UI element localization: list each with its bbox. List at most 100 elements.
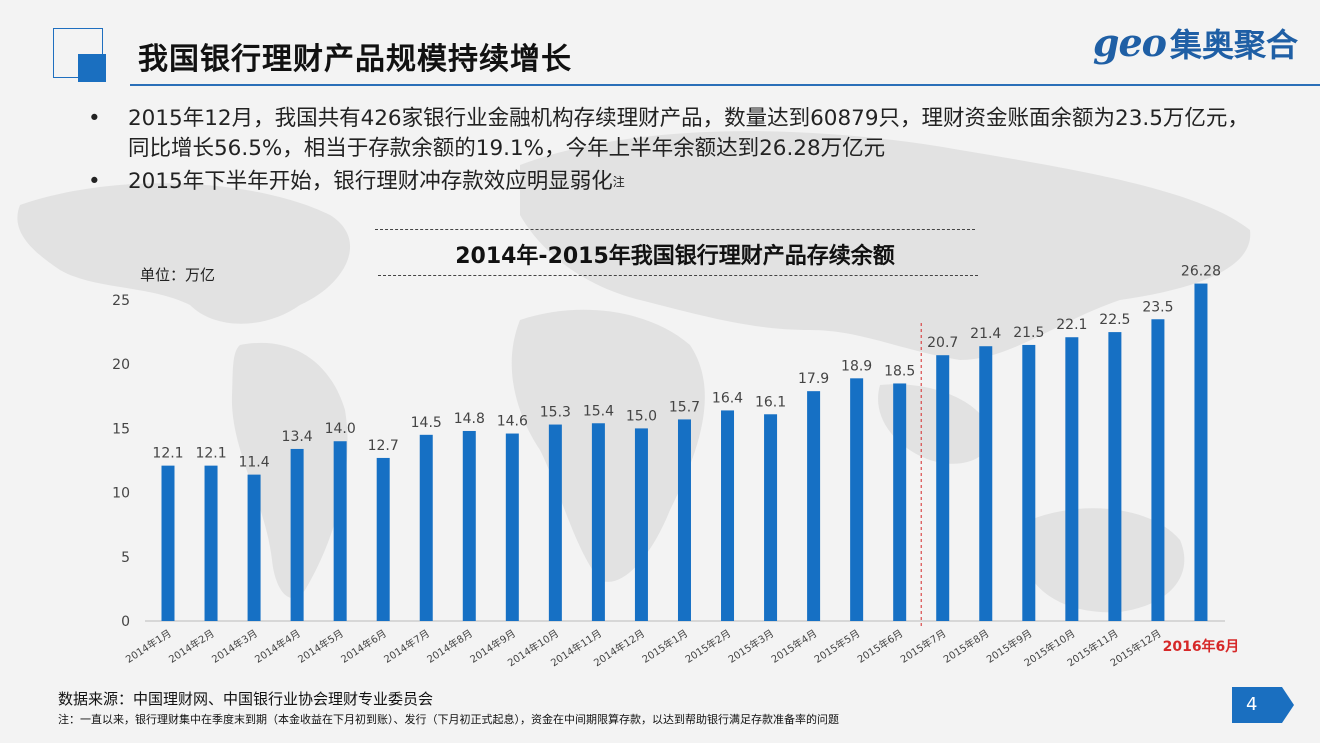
value-label: 16.1 (755, 394, 786, 410)
bar (376, 457, 390, 621)
value-label: 26.28 (1181, 264, 1221, 280)
value-label: 15.7 (669, 399, 700, 415)
value-labels: 12.1 12.1 11.4 13.4 14.0 12.7 14.5 14.8 14.6 15.3… (152, 264, 1221, 471)
x-tick-label: 2015年3月 (726, 627, 777, 666)
value-label: 18.5 (884, 363, 915, 379)
value-label: 14.6 (497, 414, 528, 430)
footnote-marker: 注 (612, 175, 625, 189)
y-tick-label: 5 (121, 550, 130, 566)
bar-series (161, 283, 1208, 628)
chart-unit-label: 单位：万亿 (140, 266, 216, 284)
y-tick-label: 0 (121, 614, 130, 630)
bar (1151, 319, 1165, 621)
x-tick-label: 2015年7月 (898, 627, 949, 666)
x-tick-label: 2016年6月 (1163, 638, 1240, 655)
value-label: 14.8 (454, 411, 485, 427)
x-tick-label: 2014年3月 (209, 627, 260, 666)
x-axis-labels: 2014年1月2014年2月2014年3月2014年4月2014年5月2014年… (123, 627, 1239, 670)
value-label: 12.7 (368, 438, 399, 454)
footnote: 注：一直以来，银行理财集中在季度末到期（本金收益在下月初到账）、发行（下月初正式… (58, 713, 839, 726)
bar (1065, 337, 1079, 621)
value-label: 20.7 (927, 335, 958, 351)
bar (979, 346, 993, 621)
x-tick-label: 2015年6月 (855, 627, 906, 666)
bar (462, 430, 476, 621)
x-tick-label: 2015年5月 (812, 627, 863, 666)
bar (764, 414, 778, 621)
bullet-marker: • (88, 169, 101, 194)
data-source: 数据来源：中国理财网、中国银行业协会理财专业委员会 (58, 690, 434, 708)
y-tick-label: 10 (112, 486, 130, 502)
value-label: 21.4 (970, 326, 1001, 342)
value-label: 15.4 (583, 403, 614, 419)
bar (591, 423, 605, 621)
logo-latin: geo (1092, 20, 1167, 65)
bar (290, 448, 304, 621)
x-tick-label: 2015年8月 (941, 627, 992, 666)
chart-title-rule-bottom (378, 275, 978, 276)
bar (1194, 283, 1208, 621)
x-tick-label: 2014年2月 (166, 627, 217, 666)
value-label: 11.4 (238, 455, 269, 471)
bar (634, 428, 648, 621)
bar (1022, 344, 1036, 621)
header-decor-square (78, 54, 106, 82)
page-badge (1232, 687, 1294, 723)
bar (677, 419, 691, 621)
value-label: 23.5 (1142, 299, 1173, 315)
bar (333, 441, 347, 621)
value-label: 15.0 (626, 408, 657, 424)
y-tick-label: 25 (112, 293, 130, 309)
chart-title-rule-top (375, 229, 975, 230)
logo-chinese: 集奥聚合 (1169, 26, 1298, 64)
value-label: 14.5 (411, 415, 442, 431)
y-tick-label: 20 (112, 357, 130, 373)
value-label: 12.1 (195, 446, 226, 462)
bar (204, 465, 218, 621)
value-label: 22.1 (1056, 317, 1087, 333)
value-label: 13.4 (282, 429, 313, 445)
value-label: 18.9 (841, 358, 872, 374)
value-label: 12.1 (152, 446, 183, 462)
x-tick-label: 2014年8月 (424, 627, 475, 666)
page-number: 4 (1246, 694, 1258, 715)
bullet-text: 2015年12月，我国共有426家银行业金融机构存续理财产品，数量达到60879… (128, 106, 1249, 161)
brand-logo: geo 集奥聚合 (1093, 20, 1298, 66)
x-tick-label: 2014年1月 (123, 627, 174, 666)
value-label: 21.5 (1013, 325, 1044, 341)
value-label: 17.9 (798, 371, 829, 387)
bar (161, 465, 175, 621)
bullet-text: 2015年下半年开始，银行理财冲存款效应明显弱化 (128, 169, 613, 194)
bar (505, 433, 519, 621)
bar (548, 424, 562, 621)
value-label: 15.3 (540, 405, 571, 421)
bar (1108, 332, 1122, 621)
bullet-item: • 2015年下半年开始，银行理财冲存款效应明显弱化注 (88, 167, 1268, 197)
x-tick-label: 2015年1月 (640, 627, 691, 666)
bar (850, 378, 864, 621)
bullet-list: • 2015年12月，我国共有426家银行业金融机构存续理财产品，数量达到608… (88, 104, 1268, 200)
bar (936, 355, 950, 621)
bar (807, 391, 821, 621)
x-tick-label: 2015年2月 (683, 627, 734, 666)
x-tick-label: 2014年7月 (381, 627, 432, 666)
bar (893, 383, 907, 621)
value-label: 22.5 (1099, 312, 1130, 328)
title-rule (130, 84, 1320, 86)
y-tick-label: 15 (112, 421, 130, 437)
x-tick-label: 2014年4月 (252, 627, 303, 666)
bar (721, 410, 735, 621)
y-axis: 0 5 10 15 20 25 (112, 293, 1225, 630)
x-tick-label: 2014年6月 (338, 627, 389, 666)
bar (419, 434, 433, 621)
bullet-marker: • (88, 106, 101, 131)
value-label: 16.4 (712, 390, 743, 406)
chart-title: 2014年-2015年我国银行理财产品存续余额 (455, 244, 895, 269)
bullet-item: • 2015年12月，我国共有426家银行业金融机构存续理财产品，数量达到608… (88, 104, 1268, 164)
x-tick-label: 2015年4月 (769, 627, 820, 666)
x-tick-label: 2014年5月 (295, 627, 346, 666)
value-label: 14.0 (325, 421, 356, 437)
bar (247, 474, 261, 621)
